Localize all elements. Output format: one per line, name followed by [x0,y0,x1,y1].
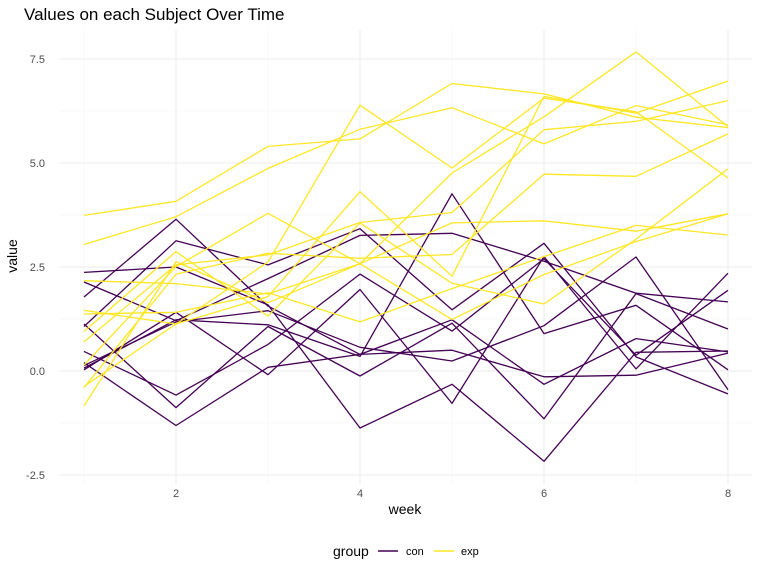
series-line-exp [83,80,729,387]
series-line-con [83,193,729,371]
x-tick-label: 4 [357,488,363,500]
x-tick-label: 2 [173,488,179,500]
x-axis-title: week [388,501,423,517]
y-tick-label: -2.5 [26,470,45,482]
series-line-con [83,349,729,427]
series-line-exp [83,82,729,217]
y-tick-label: 2.5 [30,262,45,274]
series-line-exp [83,213,729,407]
legend-label-con: con [406,546,424,558]
series-line-con [83,228,729,395]
y-axis-title: value [4,239,20,273]
series-line-exp [83,51,729,366]
y-axis-ticks: -2.5 0.0 2.5 5.0 7.5 [26,54,45,482]
series-line-con [83,266,729,462]
x-tick-label: 8 [725,488,731,500]
y-tick-label: 0.0 [30,366,45,378]
series-lines [83,51,729,462]
chart-title: Values on each Subject Over Time [24,5,285,24]
series-line-exp [83,168,729,332]
series-line-exp [83,213,729,295]
x-axis-ticks: 2 4 6 8 [173,488,731,500]
series-line-exp [83,133,729,389]
gridlines [60,30,752,484]
x-tick-label: 6 [541,488,547,500]
y-tick-label: 5.0 [30,158,45,170]
y-tick-label: 7.5 [30,54,45,66]
series-line-exp [83,97,729,325]
legend-label-exp: exp [461,546,479,558]
series-line-con [83,218,729,385]
series-line-exp [83,224,729,323]
series-line-con [83,292,729,420]
legend-title: group [333,543,369,559]
series-line-con [83,258,729,396]
legend: group con exp [333,543,479,559]
series-line-con [83,255,729,405]
series-line-exp [83,104,729,246]
